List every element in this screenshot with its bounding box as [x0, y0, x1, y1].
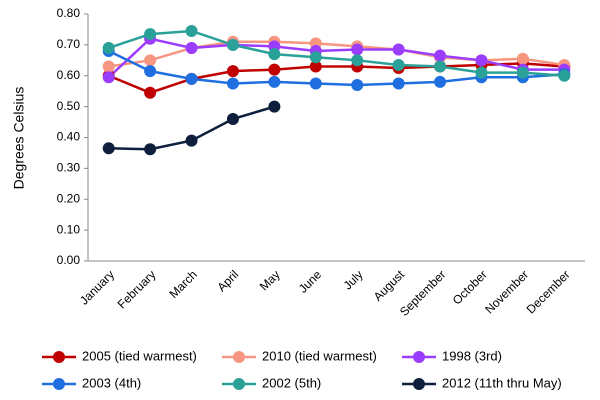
- point: [102, 60, 115, 73]
- point: [226, 112, 239, 125]
- point: [185, 24, 198, 37]
- y-tick-label: 0.10: [57, 222, 81, 236]
- y-tick-label: 0.20: [57, 191, 81, 205]
- legend-item: 2002 (5th): [222, 375, 321, 390]
- point: [392, 58, 405, 71]
- point: [516, 66, 529, 79]
- point: [144, 54, 157, 67]
- legend-item: 2010 (tied warmest): [222, 348, 377, 363]
- legend-item: 2005 (tied warmest): [42, 348, 197, 363]
- y-tick-label: 0.40: [57, 130, 81, 144]
- legend-label: 2005 (tied warmest): [82, 348, 197, 363]
- point: [144, 28, 157, 41]
- x-tick-label: August: [371, 267, 408, 304]
- point: [144, 143, 157, 156]
- point: [309, 51, 322, 64]
- legend-marker: [233, 351, 245, 363]
- point: [268, 100, 281, 113]
- y-axis-label: Degrees Celsius: [11, 87, 27, 190]
- x-tick-label: January: [77, 267, 117, 307]
- x-tick-label: November: [482, 267, 531, 316]
- legend-item: 2012 (11th thru May): [402, 375, 562, 390]
- legend-marker: [53, 378, 65, 390]
- point: [351, 43, 364, 56]
- point: [434, 60, 447, 73]
- x-tick-label: February: [115, 267, 159, 311]
- x-tick-label: May: [257, 267, 283, 293]
- point: [102, 71, 115, 84]
- y-tick-label: 0.80: [57, 6, 81, 20]
- legend-item: 2003 (4th): [42, 375, 141, 390]
- y-tick-label: 0.50: [57, 99, 81, 113]
- legend-marker: [413, 351, 425, 363]
- legend-marker: [53, 351, 65, 363]
- point: [102, 41, 115, 54]
- point: [351, 54, 364, 67]
- y-tick-label: 0.30: [57, 161, 81, 175]
- legend-item: 1998 (3rd): [402, 348, 502, 363]
- legend-marker: [413, 378, 425, 390]
- point: [434, 75, 447, 88]
- legend-marker: [233, 378, 245, 390]
- x-tick-label: December: [524, 267, 573, 316]
- point: [309, 60, 322, 73]
- x-tick-label: October: [450, 267, 490, 307]
- legend-label: 2002 (5th): [262, 375, 321, 390]
- x-tick-label: April: [214, 267, 241, 294]
- x-tick-label: July: [341, 267, 366, 292]
- point: [309, 77, 322, 90]
- point: [144, 65, 157, 78]
- y-tick-label: 0.00: [57, 253, 81, 267]
- point: [475, 54, 488, 67]
- x-tick-label: March: [166, 267, 199, 300]
- legend-label: 1998 (3rd): [442, 348, 502, 363]
- point: [392, 77, 405, 90]
- series-line: [107, 37, 565, 79]
- legend-label: 2003 (4th): [82, 375, 141, 390]
- point: [185, 72, 198, 85]
- series-line: [108, 49, 565, 87]
- point: [434, 49, 447, 62]
- point: [102, 142, 115, 155]
- point: [475, 66, 488, 79]
- point: [226, 38, 239, 51]
- legend-label: 2012 (11th thru May): [442, 375, 562, 390]
- point: [268, 48, 281, 61]
- point: [185, 134, 198, 147]
- point: [268, 75, 281, 88]
- point: [185, 41, 198, 54]
- series-line: [108, 29, 565, 77]
- series-line: [108, 62, 565, 95]
- point: [516, 52, 529, 65]
- point: [268, 63, 281, 76]
- point: [351, 79, 364, 92]
- y-tick-label: 0.70: [57, 37, 81, 51]
- point: [558, 69, 571, 82]
- legend-label: 2010 (tied warmest): [262, 348, 377, 363]
- y-tick-label: 0.60: [57, 68, 81, 82]
- point: [226, 65, 239, 78]
- point: [226, 77, 239, 90]
- point: [392, 43, 405, 56]
- x-tick-label: June: [296, 267, 325, 296]
- series-line: [108, 40, 565, 68]
- point: [144, 86, 157, 99]
